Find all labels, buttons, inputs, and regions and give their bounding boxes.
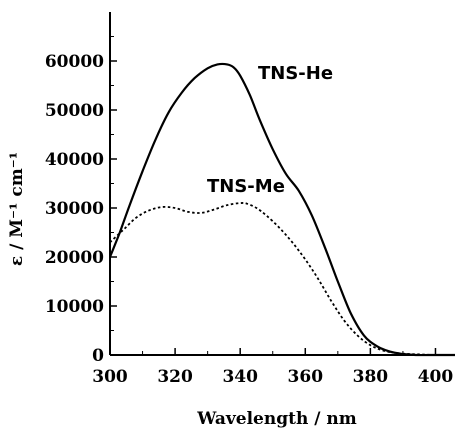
x-axis-title: Wavelength / nm [196,409,356,429]
x-tick-label: 380 [353,367,389,387]
y-tick-label: 30000 [45,199,104,219]
series-group [108,62,455,357]
y-axis-ticks: 0 10000 20000 30000 40000 50000 60000 [45,36,117,366]
y-tick-label: 40000 [45,150,104,170]
y-tick-label: 10000 [45,297,104,317]
y-tick-label: 60000 [45,52,104,72]
series-line-tns-he [108,62,455,357]
y-tick-label: 0 [92,346,104,366]
series-label-tns-me: TNS-Me [207,176,285,197]
x-tick-label: 340 [222,367,258,387]
x-tick-label: 400 [418,367,454,387]
x-tick-label: 320 [157,367,193,387]
y-tick-label: 50000 [45,101,104,121]
x-axis-ticks: 300 320 340 360 380 400 [92,348,453,387]
series-label-tns-he: TNS-He [258,63,333,84]
x-tick-label: 300 [92,367,128,387]
y-axis-title: ε / M⁻¹ cm⁻¹ [7,152,27,266]
series-line-tns-me [109,202,455,356]
x-tick-label: 360 [288,367,324,387]
y-tick-label: 20000 [45,248,104,268]
